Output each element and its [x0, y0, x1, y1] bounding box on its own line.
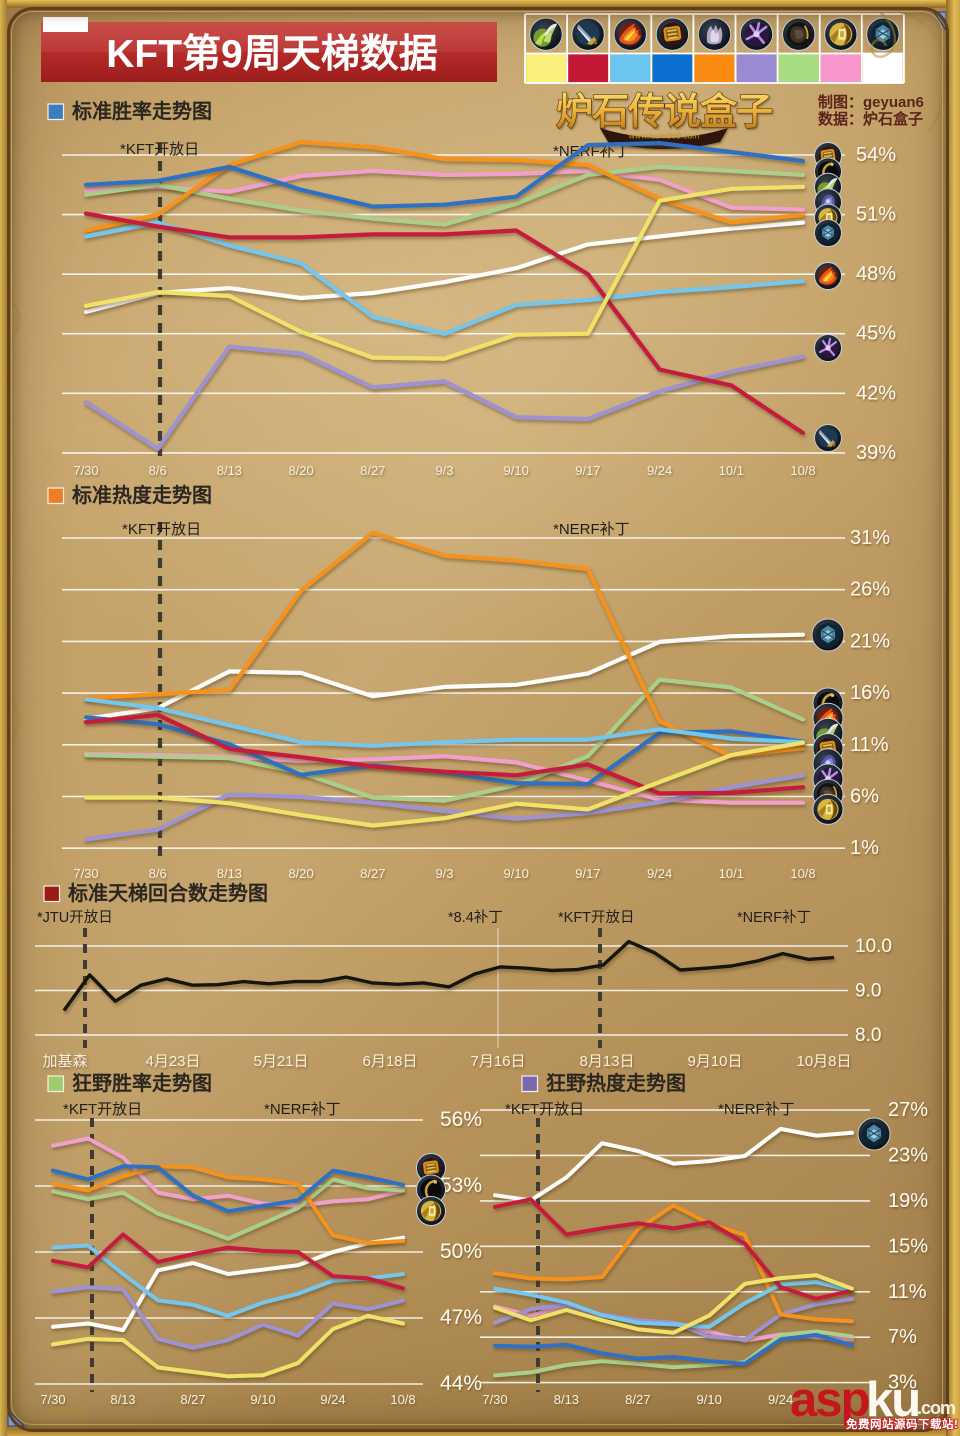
svg-text:9月10日: 9月10日 — [687, 1053, 742, 1070]
svg-text:asp: asp — [790, 1373, 869, 1427]
svg-text:9/3: 9/3 — [435, 866, 453, 881]
svg-text:21%: 21% — [850, 630, 890, 652]
svg-text:标准胜率走势图: 标准胜率走势图 — [72, 99, 212, 123]
svg-text:8月13日: 8月13日 — [579, 1053, 634, 1070]
svg-text:7/30: 7/30 — [482, 1392, 507, 1407]
svg-text:9/17: 9/17 — [575, 866, 600, 881]
svg-text:*KFT开放日: *KFT开放日 — [122, 521, 201, 538]
svg-text:*KFT开放日: *KFT开放日 — [505, 1101, 584, 1118]
svg-text:9.0: 9.0 — [855, 981, 881, 1002]
svg-text:53%: 53% — [440, 1174, 482, 1197]
svg-text:54%: 54% — [856, 144, 896, 166]
svg-text:8.0: 8.0 — [855, 1025, 881, 1046]
svg-text:50%: 50% — [440, 1240, 482, 1263]
svg-text:*KFT开放日: *KFT开放日 — [63, 1101, 142, 1118]
svg-text:狂野热度走势图: 狂野热度走势图 — [546, 1071, 686, 1095]
svg-text:9/24: 9/24 — [320, 1392, 345, 1407]
svg-text:*KFT开放日: *KFT开放日 — [558, 909, 635, 926]
svg-text:*NERF补丁: *NERF补丁 — [264, 1101, 341, 1118]
svg-text:6%: 6% — [850, 786, 879, 808]
svg-text:10/1: 10/1 — [719, 866, 744, 881]
svg-text:KFT第9周天梯数据: KFT第9周天梯数据 — [106, 33, 438, 76]
svg-text:*KFT开放日: *KFT开放日 — [120, 141, 199, 158]
svg-text:7月16日: 7月16日 — [470, 1053, 525, 1070]
svg-text:4月23日: 4月23日 — [145, 1053, 200, 1070]
svg-text:5月21日: 5月21日 — [253, 1053, 308, 1070]
svg-text:*NERF补丁: *NERF补丁 — [718, 1101, 795, 1118]
svg-text:23%: 23% — [888, 1144, 928, 1166]
svg-text:9/24: 9/24 — [768, 1392, 793, 1407]
svg-text:*JTU开放日: *JTU开放日 — [37, 909, 113, 926]
svg-text:9/24: 9/24 — [647, 463, 672, 478]
svg-text:8/27: 8/27 — [180, 1392, 205, 1407]
svg-text:10/8: 10/8 — [390, 1392, 415, 1407]
svg-text:11%: 11% — [888, 1281, 927, 1303]
svg-text:11%: 11% — [850, 734, 889, 756]
svg-text:16%: 16% — [850, 682, 890, 704]
svg-text:10.0: 10.0 — [855, 936, 892, 957]
svg-text:8/13: 8/13 — [217, 866, 242, 881]
svg-text:9/3: 9/3 — [435, 463, 453, 478]
svg-text:9/17: 9/17 — [575, 463, 600, 478]
svg-text:9/10: 9/10 — [504, 866, 529, 881]
svg-text:10/8: 10/8 — [790, 463, 815, 478]
svg-text:56%: 56% — [440, 1108, 482, 1131]
svg-text:*NERF补丁: *NERF补丁 — [553, 521, 630, 538]
svg-text:44%: 44% — [440, 1372, 482, 1395]
svg-text:制图：geyuan6: 制图：geyuan6 — [818, 93, 924, 111]
svg-text:8/13: 8/13 — [110, 1392, 135, 1407]
svg-text:7/30: 7/30 — [40, 1392, 65, 1407]
svg-text:7/30: 7/30 — [73, 463, 98, 478]
svg-text:8/20: 8/20 — [288, 463, 313, 478]
svg-text:狂野胜率走势图: 狂野胜率走势图 — [72, 1071, 212, 1095]
svg-text:10月8日: 10月8日 — [796, 1053, 851, 1070]
svg-text:42%: 42% — [856, 382, 896, 404]
svg-text:9/10: 9/10 — [250, 1392, 275, 1407]
svg-text:免费网站源码下载站!: 免费网站源码下载站! — [846, 1417, 958, 1431]
svg-text:48%: 48% — [856, 263, 896, 285]
svg-text:9/24: 9/24 — [647, 866, 672, 881]
svg-text:加基森: 加基森 — [42, 1053, 87, 1070]
svg-text:7%: 7% — [888, 1326, 917, 1348]
svg-text:8/6: 8/6 — [149, 866, 167, 881]
svg-text:8/27: 8/27 — [625, 1392, 650, 1407]
svg-text:炉石传说盒子: 炉石传说盒子 — [556, 91, 772, 132]
svg-text:ku: ku — [866, 1373, 919, 1427]
svg-text:标准天梯回合数走势图: 标准天梯回合数走势图 — [68, 881, 268, 905]
svg-text:8/13: 8/13 — [217, 463, 242, 478]
svg-text:39%: 39% — [856, 442, 896, 464]
svg-text:26%: 26% — [850, 579, 890, 601]
svg-text:47%: 47% — [440, 1306, 482, 1329]
svg-text:1%: 1% — [850, 837, 879, 859]
svg-text:8/27: 8/27 — [360, 463, 385, 478]
svg-text:8/6: 8/6 — [149, 463, 167, 478]
svg-text:.com: .com — [917, 1398, 955, 1418]
svg-text:9/10: 9/10 — [697, 1392, 722, 1407]
svg-text:10/1: 10/1 — [719, 463, 744, 478]
svg-text:8/13: 8/13 — [554, 1392, 579, 1407]
svg-text:7/30: 7/30 — [73, 866, 98, 881]
svg-text:6月18日: 6月18日 — [362, 1053, 417, 1070]
svg-text:10/8: 10/8 — [790, 866, 815, 881]
svg-text:8/20: 8/20 — [288, 866, 313, 881]
svg-text:31%: 31% — [850, 527, 890, 549]
svg-text:45%: 45% — [856, 323, 896, 345]
svg-text:*NERF补丁: *NERF补丁 — [737, 909, 811, 926]
svg-text:27%: 27% — [888, 1099, 928, 1121]
svg-text:9/10: 9/10 — [504, 463, 529, 478]
svg-text:3%: 3% — [888, 1372, 917, 1394]
svg-text:19%: 19% — [888, 1190, 928, 1212]
svg-text:15%: 15% — [888, 1235, 928, 1257]
svg-text:标准热度走势图: 标准热度走势图 — [72, 483, 212, 507]
svg-text:*8.4补丁: *8.4补丁 — [448, 909, 503, 926]
svg-text:51%: 51% — [856, 204, 896, 226]
svg-text:www.lushi363.com: www.lushi363.com — [628, 131, 699, 141]
svg-text:数据：炉石盒子: 数据：炉石盒子 — [818, 110, 923, 128]
svg-text:8/27: 8/27 — [360, 866, 385, 881]
